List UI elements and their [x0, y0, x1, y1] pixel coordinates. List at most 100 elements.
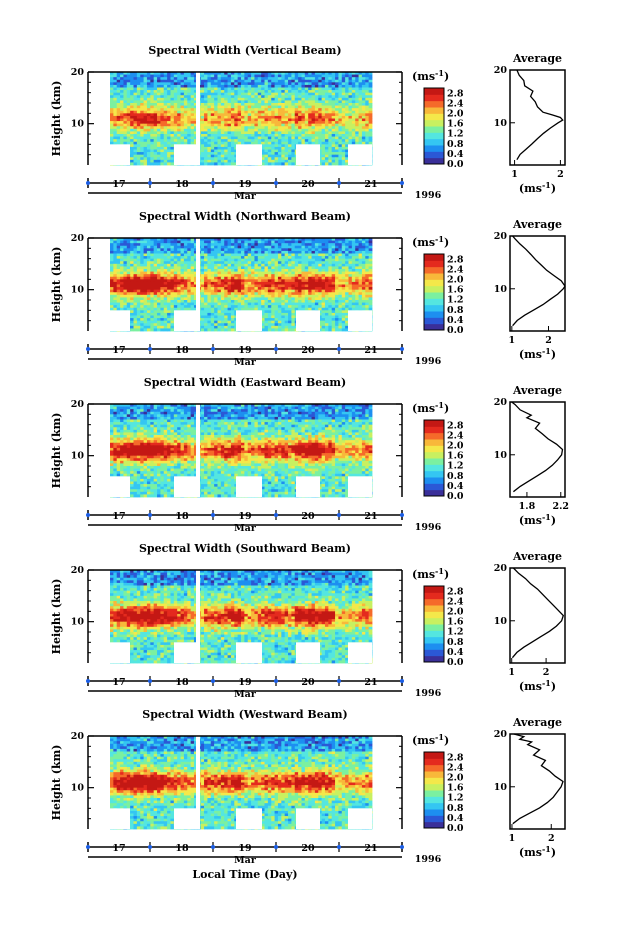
colorbar-swatch [424, 138, 444, 146]
colorbar-tick-label: 0.0 [447, 159, 464, 170]
day-marker [400, 347, 404, 351]
colorbar-swatch [424, 617, 444, 625]
average-x-tick-label: 1 [509, 833, 516, 844]
day-label: 20 [301, 179, 315, 190]
colorbar-tick-label: 0.8 [447, 471, 464, 482]
average-x-tick-label: 2 [543, 667, 550, 678]
colorbar-unit: (ms-1) [412, 68, 449, 83]
colorbar-swatch [424, 323, 444, 331]
year-label: 1996 [415, 190, 442, 201]
average-x-tick-label: 2 [557, 169, 564, 180]
colorbar-swatch [424, 285, 444, 293]
colorbar-swatch [424, 611, 444, 619]
day-label: 19 [238, 843, 252, 854]
data-gap [110, 642, 130, 663]
year-label: 1996 [415, 854, 442, 865]
data-gap [174, 476, 197, 497]
colorbar-tick-label: 2.4 [447, 264, 464, 275]
day-label: 18 [175, 179, 189, 190]
day-label: 21 [364, 677, 377, 688]
colorbar-tick-label: 2.0 [447, 607, 464, 618]
average-x-label: (ms-1) [519, 844, 556, 859]
day-marker [274, 679, 278, 683]
data-gap [348, 808, 372, 829]
data-gap [196, 570, 200, 663]
average-y-tick-label: 10 [494, 450, 508, 461]
colorbar-tick-label: 1.2 [447, 295, 464, 306]
colorbar-swatch [424, 605, 444, 612]
average-profile-line [512, 235, 566, 327]
average-profile-line [516, 69, 564, 161]
heatmap [110, 570, 373, 664]
day-label: 17 [112, 677, 125, 688]
average-y-tick-label: 10 [494, 284, 508, 295]
colorbar-tick-label: 0.4 [447, 647, 464, 658]
data-gap [174, 144, 197, 165]
colorbar-tick-label: 1.6 [447, 119, 464, 130]
day-label: 21 [364, 179, 377, 190]
panel-title: Spectral Width (Vertical Beam) [148, 44, 341, 57]
colorbar-swatch [424, 157, 444, 165]
colorbar-frame [423, 253, 445, 331]
colorbar-tick-label: 2.0 [447, 275, 464, 286]
data-gap [196, 404, 200, 497]
colorbar-swatch [424, 630, 444, 638]
heatmap [110, 736, 373, 830]
colorbar-swatch [424, 273, 444, 280]
colorbar-swatch [424, 260, 444, 268]
colorbar-swatch [424, 764, 444, 772]
colorbar-swatch [424, 783, 444, 791]
colorbar-tick-label: 2.0 [447, 773, 464, 784]
colorbar-swatch [424, 432, 444, 440]
colorbar-swatch [424, 119, 444, 127]
colorbar-swatch [424, 796, 444, 804]
colorbar-unit: (ms-1) [412, 234, 449, 249]
colorbar-tick-label: 2.4 [447, 596, 464, 607]
colorbar-tick-label: 0.8 [447, 803, 464, 814]
year-label: 1996 [415, 522, 442, 533]
colorbar-swatch [424, 771, 444, 778]
average-x-tick-label: 1 [509, 335, 516, 346]
average-frame [509, 567, 566, 664]
day-marker [86, 679, 90, 683]
colorbar-tick-label: 2.8 [447, 420, 464, 431]
heatmap [110, 404, 373, 498]
figure-xlabel: Local Time (Day) [192, 868, 297, 881]
colorbar-swatch [424, 655, 444, 663]
data-gap [196, 72, 200, 165]
average-x-tick-label: 1 [508, 667, 515, 678]
day-marker [148, 347, 152, 351]
colorbar-tick-label: 1.2 [447, 627, 464, 638]
average-frame [509, 69, 566, 166]
month-label: Mar [234, 357, 257, 368]
colorbar-frame [423, 419, 445, 497]
average-x-tick-label: 2 [545, 335, 552, 346]
average-y-tick-label: 20 [494, 729, 508, 740]
colorbar-swatch [424, 815, 444, 823]
data-gap [110, 144, 130, 165]
colorbar-tick-label: 2.8 [447, 586, 464, 597]
colorbar-swatch [424, 464, 444, 472]
colorbar-unit: (ms-1) [412, 732, 449, 747]
y-axis-label: Height (km) [50, 247, 63, 323]
colorbar-unit: (ms-1) [412, 566, 449, 581]
colorbar-tick-label: 2.8 [447, 88, 464, 99]
data-gap [296, 476, 320, 497]
day-marker [400, 679, 404, 683]
colorbar-tick-label: 0.4 [447, 813, 464, 824]
colorbar-swatch [424, 439, 444, 446]
colorbar-tick-label: 2.4 [447, 98, 464, 109]
colorbar-tick-label: 2.0 [447, 109, 464, 120]
colorbar-swatch [424, 821, 444, 829]
day-marker [86, 347, 90, 351]
colorbar-swatch [424, 426, 444, 434]
colorbar-tick-label: 0.0 [447, 491, 464, 502]
average-frame [509, 733, 566, 830]
colorbar-swatch [424, 420, 444, 427]
month-label: Mar [234, 855, 257, 866]
average-y-tick-label: 20 [494, 563, 508, 574]
panel-2: Spectral Width (Northward Beam) 10 20 Heigh… [50, 210, 566, 368]
colorbar-tick-label: 0.0 [447, 657, 464, 668]
colorbar-tick-label: 0.4 [447, 481, 464, 492]
data-gap [348, 310, 372, 331]
